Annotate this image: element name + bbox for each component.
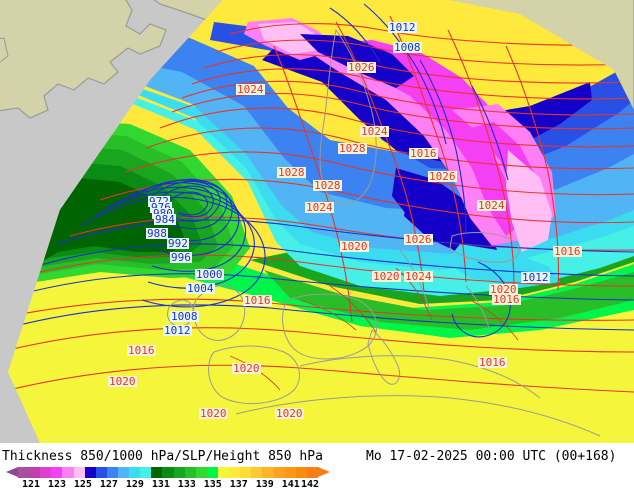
isobar-label: 1008	[170, 310, 199, 323]
isobar-label: 984	[154, 213, 176, 226]
colorbar[interactable]: 121 123 125 127 129 131 133 135 137 139 141 142	[0, 467, 360, 490]
isobar-label: 992	[167, 237, 189, 250]
colorbar-swatch	[151, 467, 163, 478]
isobar-label: 1016	[478, 356, 507, 369]
colorbar-swatch	[217, 467, 230, 478]
isobar-label: 1026	[347, 61, 376, 74]
colorbar-swatch	[73, 467, 85, 478]
colorbar-high-cap	[318, 467, 330, 477]
colorbar-swatches[interactable]	[18, 467, 318, 478]
colorbar-tick: 142	[300, 479, 320, 490]
isobar-label: 972	[148, 196, 170, 207]
isobar-label: 1004	[186, 282, 215, 295]
colorbar-tick: 129	[125, 479, 144, 490]
colorbar-swatch	[206, 467, 218, 478]
isobar-label: 1016	[553, 245, 582, 258]
colorbar-swatch	[262, 467, 274, 478]
isobar-label: 1016	[492, 293, 521, 306]
isobar-label: 1012	[163, 324, 192, 337]
isobar-label: 1012	[521, 271, 550, 284]
colorbar-ticklabels: 121 123 125 127 129 131 133 135 137 139 141 142	[0, 479, 360, 490]
colorbar-tick: 133	[177, 479, 196, 490]
isobar-label: 1028	[338, 142, 367, 155]
chart-title: Thickness 850/1000 hPa/SLP/Height 850 hP…	[2, 449, 323, 464]
colorbar-swatch	[129, 467, 141, 478]
isobar-label: 1016	[243, 294, 272, 307]
colorbar-swatch	[306, 467, 318, 478]
coastlines-overlay	[167, 28, 601, 437]
colorbar-tick: 135	[203, 479, 222, 490]
colorbar-swatch	[295, 467, 307, 478]
colorbar-swatch	[117, 467, 130, 478]
colorbar-swatch	[284, 467, 296, 478]
colorbar-low-cap	[6, 467, 18, 477]
isobar-label: 1020	[275, 407, 304, 420]
map-canvas[interactable]: 1012 1008 1026 1024 1024 1028 1016 1028 1026 1028…	[0, 0, 634, 443]
isobar-label: 1026	[428, 170, 457, 183]
thickness-shading	[8, 0, 634, 443]
isobar-label: 1024	[360, 125, 389, 138]
colorbar-tick: 131	[151, 479, 170, 490]
isobar-label: 1012	[388, 21, 417, 34]
colorbar-swatch	[29, 467, 41, 478]
colorbar-swatch	[95, 467, 107, 478]
isobar-label: 1020	[372, 270, 401, 283]
colorbar-swatch	[106, 467, 118, 478]
isobar-label: 1020	[489, 283, 518, 296]
colorbar-swatch	[184, 467, 196, 478]
isobar-label: 1020	[199, 407, 228, 420]
isobar-label: 1026	[404, 233, 433, 246]
colorbar-swatch	[40, 467, 52, 478]
isobar-label: 1016	[127, 344, 156, 357]
colorbar-swatch	[162, 467, 174, 478]
colorbar-swatch	[173, 467, 185, 478]
isobar-label: 1024	[477, 199, 506, 212]
colorbar-tick: 121	[21, 479, 41, 490]
isobar-label: 976	[150, 202, 172, 213]
isobar-label: 1028	[277, 166, 306, 179]
map-graphic	[0, 0, 634, 443]
colorbar-swatch	[62, 467, 74, 478]
colorbar-tick: 141	[281, 479, 300, 490]
colorbar-tick: 127	[99, 479, 118, 490]
isobar-label: 1028	[313, 179, 342, 192]
colorbar-tick: 123	[47, 479, 66, 490]
isobar-label: 1008	[393, 41, 422, 54]
colorbar-swatch	[18, 467, 30, 478]
colorbar-swatch	[140, 467, 152, 478]
colorbar-swatch	[84, 467, 96, 478]
colorbar-tick: 137	[229, 479, 248, 490]
colorbar-tick: 125	[73, 479, 92, 490]
colorbar-swatch	[229, 467, 241, 478]
isobar-label: 1024	[305, 201, 334, 214]
colorbar-swatch	[251, 467, 263, 478]
isobar-label: 1020	[340, 240, 369, 253]
isobar-label: 996	[170, 251, 192, 264]
isobar-label: 1024	[236, 83, 265, 96]
isobar-label: 980	[152, 208, 174, 219]
isobar-label: 1000	[195, 268, 224, 281]
footer-panel: Thickness 850/1000 hPa/SLP/Height 850 hP…	[0, 443, 634, 490]
isobar-label: 1020	[232, 362, 261, 375]
colorbar-swatch	[240, 467, 252, 478]
colorbar-swatch	[273, 467, 285, 478]
colorbar-swatch	[51, 467, 63, 478]
run-timestamp: Mo 17-02-2025 00:00 UTC (00+168)	[366, 449, 617, 464]
isobars	[8, 3, 634, 393]
isobar-label: 988	[146, 227, 168, 240]
isobar-label: 1024	[404, 270, 433, 283]
isobar-label: 1020	[108, 375, 137, 388]
isobar-label: 1016	[409, 147, 438, 160]
colorbar-tick: 139	[255, 479, 274, 490]
colorbar-swatch	[195, 467, 207, 478]
